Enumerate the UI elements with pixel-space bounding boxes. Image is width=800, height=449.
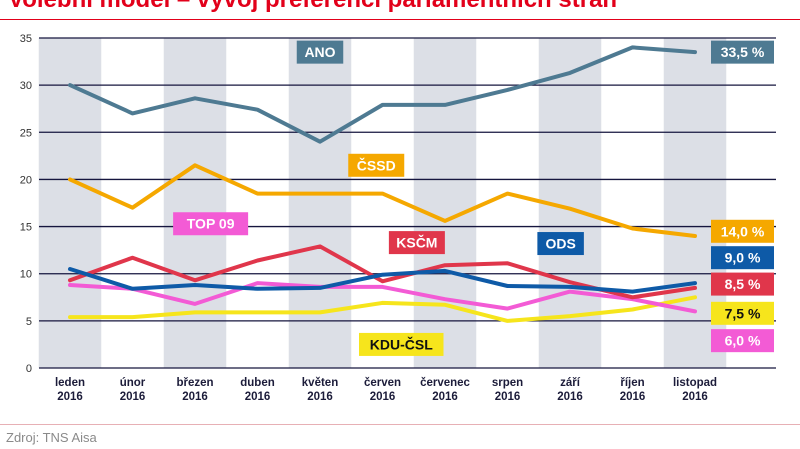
y-tick-10: 10 bbox=[20, 269, 32, 281]
end-label-kdu-čsl: 7,5 % bbox=[725, 305, 761, 321]
series-line-ods bbox=[68, 267, 697, 294]
x-tick-2: březen 2016 bbox=[176, 377, 213, 403]
band-4 bbox=[288, 38, 352, 368]
end-label-ksčm: 8,5 % bbox=[725, 276, 761, 292]
x-tick-year: 2016 bbox=[495, 391, 521, 403]
series-label-ods: ODS bbox=[545, 236, 575, 252]
chart-title: Volební model – vývoj preferencí parlame… bbox=[8, 0, 617, 14]
x-tick-year: 2016 bbox=[182, 391, 208, 403]
x-tick-month: květen bbox=[302, 377, 338, 389]
band-6 bbox=[413, 38, 477, 368]
end-label-box-top-09 bbox=[711, 329, 774, 353]
x-tick-8: září 2016 bbox=[557, 377, 583, 403]
series-label-ano: ANO bbox=[304, 44, 335, 60]
band-2 bbox=[163, 38, 227, 368]
y-tick-25: 25 bbox=[20, 127, 32, 139]
x-tick-month: červenec bbox=[420, 377, 470, 389]
x-tick-month: listopad bbox=[673, 377, 717, 389]
x-tick-month: srpen bbox=[492, 377, 523, 389]
x-tick-month: leden bbox=[55, 377, 85, 389]
end-label-box-ano bbox=[711, 40, 774, 64]
x-tick-year: 2016 bbox=[307, 391, 333, 403]
series-line-čssd bbox=[68, 163, 697, 238]
y-tick-35: 35 bbox=[20, 33, 32, 45]
x-tick-6: červenec 2016 bbox=[420, 377, 470, 403]
x-tick-year: 2016 bbox=[120, 391, 146, 403]
x-tick-year: 2016 bbox=[57, 391, 83, 403]
x-tick-year: 2016 bbox=[557, 391, 583, 403]
series-label-box-ods bbox=[537, 232, 584, 256]
x-tick-month: červen bbox=[364, 377, 401, 389]
series-lines bbox=[68, 45, 697, 323]
x-tick-month: říjen bbox=[620, 377, 644, 389]
x-tick-month: duben bbox=[240, 377, 275, 389]
x-tick-4: květen 2016 bbox=[302, 377, 338, 403]
end-label-box-kdu-čsl bbox=[711, 301, 774, 325]
end-label-ods: 9,0 % bbox=[725, 250, 761, 266]
x-tick-month: březen bbox=[176, 377, 213, 389]
x-tick-month: září bbox=[560, 377, 581, 389]
footer-rule bbox=[0, 424, 800, 425]
series-label-box-čssd bbox=[348, 153, 405, 177]
x-tick-1: únor 2016 bbox=[120, 377, 146, 403]
y-tick-5: 5 bbox=[26, 316, 32, 328]
series-labels: ANO ČSSD ODS KSČM TOP 09 KDU-ČSL bbox=[173, 40, 584, 356]
title-bar: Volební model – vývoj preferencí parlame… bbox=[0, 0, 800, 20]
series-label-čssd: ČSSD bbox=[357, 156, 396, 173]
x-tick-year: 2016 bbox=[620, 391, 646, 403]
y-tick-labels: 0 5 10 15 20 25 30 35 bbox=[20, 33, 32, 375]
series-label-box-top-09 bbox=[173, 212, 249, 236]
end-label-box-ksčm bbox=[711, 272, 774, 296]
y-tick-30: 30 bbox=[20, 80, 32, 92]
series-label-kdu-čsl: KDU-ČSL bbox=[370, 335, 433, 352]
y-tick-15: 15 bbox=[20, 222, 32, 234]
y-tick-0: 0 bbox=[26, 363, 32, 375]
series-label-box-ano bbox=[296, 40, 344, 64]
series-line-top-09 bbox=[68, 281, 697, 314]
end-label-box-ods bbox=[711, 246, 774, 270]
x-tick-year: 2016 bbox=[432, 391, 458, 403]
series-line-ano bbox=[68, 45, 697, 144]
x-tick-7: srpen 2016 bbox=[492, 377, 523, 403]
end-value-labels: 33,5 % 14,0 % 9,0 % 8,5 % 6,0 % 7,5 % bbox=[711, 40, 774, 353]
gridlines bbox=[39, 37, 776, 369]
x-tick-year: 2016 bbox=[245, 391, 271, 403]
x-tick-0: leden 2016 bbox=[55, 377, 85, 403]
series-label-top-09: TOP 09 bbox=[187, 216, 235, 232]
series-label-ksčm: KSČM bbox=[396, 234, 437, 251]
x-tick-5: červen 2016 bbox=[364, 377, 401, 403]
end-label-top-09: 6,0 % bbox=[725, 333, 761, 349]
end-label-čssd: 14,0 % bbox=[721, 223, 765, 239]
x-tick-month: únor bbox=[120, 377, 146, 389]
source-note: Zdroj: TNS Aisa bbox=[6, 430, 97, 445]
x-tick-3: duben 2016 bbox=[240, 377, 275, 403]
series-label-box-kdu-čsl bbox=[359, 332, 444, 356]
x-tick-9: říjen 2016 bbox=[620, 377, 646, 403]
x-tick-year: 2016 bbox=[682, 391, 708, 403]
line-chart: 0 5 10 15 20 25 30 35 leden 2016 únor 2016 březen 20… bbox=[20, 33, 776, 403]
series-line-kdu-čsl bbox=[68, 295, 697, 323]
x-tick-year: 2016 bbox=[370, 391, 396, 403]
title-underline bbox=[0, 19, 800, 20]
end-label-ano: 33,5 % bbox=[721, 44, 765, 60]
x-tick-10: listopad 2016 bbox=[673, 377, 717, 403]
series-label-box-ksčm bbox=[388, 231, 445, 255]
end-label-box-čssd bbox=[711, 219, 774, 243]
y-tick-20: 20 bbox=[20, 174, 32, 186]
